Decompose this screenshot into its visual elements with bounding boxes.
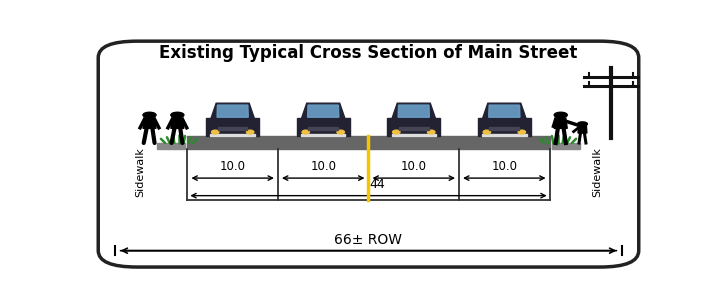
Text: 10.0: 10.0 [491,160,517,173]
Polygon shape [143,118,156,128]
Polygon shape [171,118,184,128]
Polygon shape [392,103,436,119]
Bar [478,119,531,136]
Polygon shape [211,103,255,119]
Bar [157,143,185,149]
Text: 10.0: 10.0 [400,160,427,173]
Bar [301,134,345,136]
Text: Sidewalk: Sidewalk [135,147,145,197]
Bar [308,127,338,130]
Circle shape [143,112,156,118]
Polygon shape [482,103,526,119]
Bar [490,127,519,130]
Bar [188,136,549,149]
Text: Sidewalk: Sidewalk [592,147,602,197]
Polygon shape [398,105,429,117]
Ellipse shape [428,130,435,134]
Bar [552,143,580,149]
Ellipse shape [393,130,400,134]
Bar [211,134,255,136]
Ellipse shape [518,130,526,134]
Polygon shape [578,126,587,133]
Circle shape [577,122,587,126]
Polygon shape [217,105,248,117]
Bar [482,134,526,136]
Bar [388,119,440,136]
Bar [206,119,259,136]
Ellipse shape [483,130,490,134]
Text: 44: 44 [369,178,385,192]
Polygon shape [554,118,567,128]
Ellipse shape [337,130,344,134]
Circle shape [171,112,184,118]
Text: 10.0: 10.0 [220,160,246,173]
Bar [218,127,247,130]
Polygon shape [308,105,339,117]
Bar [297,119,349,136]
Ellipse shape [211,130,219,134]
FancyBboxPatch shape [99,41,638,267]
Text: 66± ROW: 66± ROW [334,233,403,247]
Ellipse shape [247,130,254,134]
Text: Existing Typical Cross Section of Main Street: Existing Typical Cross Section of Main S… [160,43,577,61]
Text: 10.0: 10.0 [310,160,336,173]
Bar [399,127,429,130]
Bar [392,134,436,136]
Polygon shape [489,105,520,117]
Ellipse shape [302,130,309,134]
Circle shape [554,112,567,118]
Polygon shape [301,103,345,119]
